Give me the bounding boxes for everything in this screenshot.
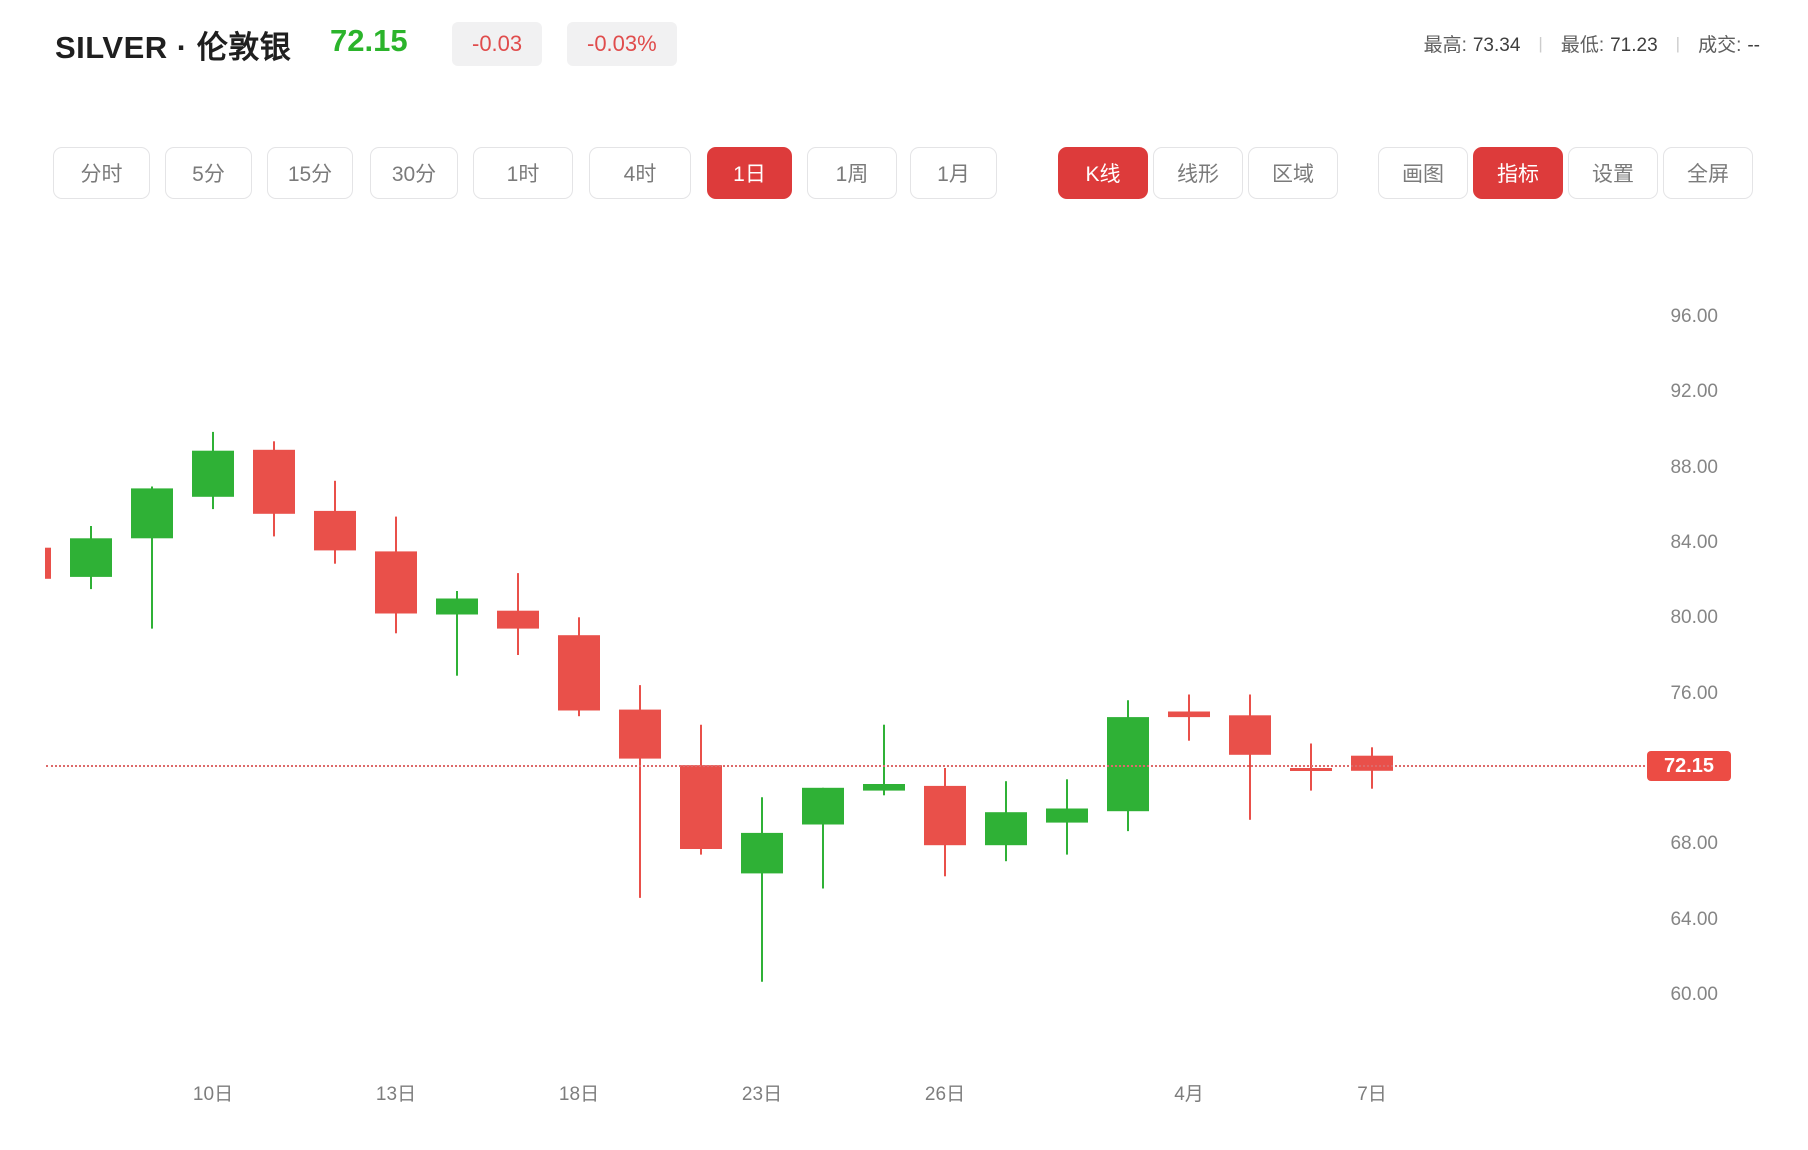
high-stat: 最高: 73.34 bbox=[1423, 35, 1521, 56]
candle-body bbox=[985, 812, 1027, 846]
x-axis-label: 26日 bbox=[924, 1084, 966, 1105]
tf-5min-button[interactable]: 5分 bbox=[165, 147, 252, 199]
x-axis-label: 23日 bbox=[741, 1084, 783, 1105]
current-price-tag: 72.15 bbox=[1647, 751, 1731, 781]
tf-4hour-button[interactable]: 4时 bbox=[589, 147, 691, 199]
x-axis-label: 13日 bbox=[375, 1084, 417, 1105]
x-axis-label: 18日 bbox=[558, 1084, 600, 1105]
header: SILVER · 伦敦银 72.15 -0.03 -0.03% 最高: 73.34… bbox=[0, 0, 1808, 80]
candle-body bbox=[131, 488, 173, 539]
current-price-line bbox=[46, 765, 1645, 767]
y-axis-label: 60.00 bbox=[1670, 984, 1718, 1005]
type-area-button[interactable]: 区域 bbox=[1248, 147, 1338, 199]
candle-body bbox=[1046, 808, 1088, 823]
candle-body bbox=[924, 785, 966, 846]
tf-timeshare-button[interactable]: 分时 bbox=[53, 147, 150, 199]
candle-body bbox=[192, 450, 234, 497]
y-axis-label: 84.00 bbox=[1670, 532, 1718, 553]
session-stats: 最高: 73.34 | 最低: 71.23 | 成交: -- bbox=[1424, 30, 1760, 57]
tf-1hour-button[interactable]: 1时 bbox=[473, 147, 573, 199]
stat-divider: | bbox=[1538, 33, 1543, 53]
volume-stat: 成交: -- bbox=[1698, 35, 1760, 56]
x-axis-label: 7日 bbox=[1357, 1084, 1387, 1105]
candle-body bbox=[70, 538, 112, 577]
candle-body bbox=[497, 610, 539, 629]
low-stat: 最低: 71.23 bbox=[1560, 35, 1658, 56]
tf-30min-button[interactable]: 30分 bbox=[370, 147, 458, 199]
tf-1month-button[interactable]: 1月 bbox=[910, 147, 997, 199]
candle-body bbox=[558, 635, 600, 711]
tf-15min-button[interactable]: 15分 bbox=[267, 147, 353, 199]
tool-settings-button[interactable]: 设置 bbox=[1568, 147, 1658, 199]
y-axis-label: 96.00 bbox=[1670, 306, 1718, 327]
tf-1day-button[interactable]: 1日 bbox=[707, 147, 792, 199]
tool-fullscreen-button[interactable]: 全屏 bbox=[1663, 147, 1753, 199]
stat-divider: | bbox=[1675, 33, 1681, 53]
y-axis-label: 76.00 bbox=[1670, 683, 1718, 704]
y-axis-label: 80.00 bbox=[1670, 607, 1718, 628]
candle-body bbox=[619, 709, 661, 759]
tf-1week-button[interactable]: 1周 bbox=[807, 147, 897, 199]
last-price: 72.15 bbox=[330, 23, 408, 58]
candle-body bbox=[253, 449, 295, 514]
candle-body bbox=[1290, 768, 1332, 771]
candle-body bbox=[436, 598, 478, 615]
candle-body bbox=[1107, 717, 1149, 812]
change-percent-badge: -0.03% bbox=[567, 22, 677, 66]
candle-body bbox=[1168, 711, 1210, 718]
candle-body bbox=[863, 784, 905, 791]
chart-toolbar: 分时 5分 15分 30分 1时 4时 1日 1周 1月 K线 线形 区域 画图… bbox=[0, 0, 1808, 220]
candle-body bbox=[741, 832, 783, 874]
x-axis-label: 4月 bbox=[1174, 1084, 1204, 1105]
candle-body bbox=[1229, 715, 1271, 755]
type-candle-button[interactable]: K线 bbox=[1058, 147, 1148, 199]
y-axis-label: 88.00 bbox=[1670, 457, 1718, 478]
candle-body bbox=[802, 787, 844, 825]
y-axis-label: 92.00 bbox=[1670, 381, 1718, 402]
tool-indicator-button[interactable]: 指标 bbox=[1473, 147, 1563, 199]
x-axis-label: 10日 bbox=[192, 1084, 234, 1105]
candle-body bbox=[680, 765, 722, 849]
candle-body bbox=[1351, 755, 1393, 771]
candle-body bbox=[314, 510, 356, 551]
tool-draw-button[interactable]: 画图 bbox=[1378, 147, 1468, 199]
change-badge: -0.03 bbox=[452, 22, 543, 66]
candle-body bbox=[45, 547, 51, 579]
y-axis-label: 68.00 bbox=[1670, 833, 1718, 854]
candle-body bbox=[375, 551, 417, 614]
type-line-button[interactable]: 线形 bbox=[1153, 147, 1243, 199]
y-axis-label: 64.00 bbox=[1670, 909, 1718, 930]
instrument-title: SILVER · 伦敦银 bbox=[55, 30, 292, 65]
